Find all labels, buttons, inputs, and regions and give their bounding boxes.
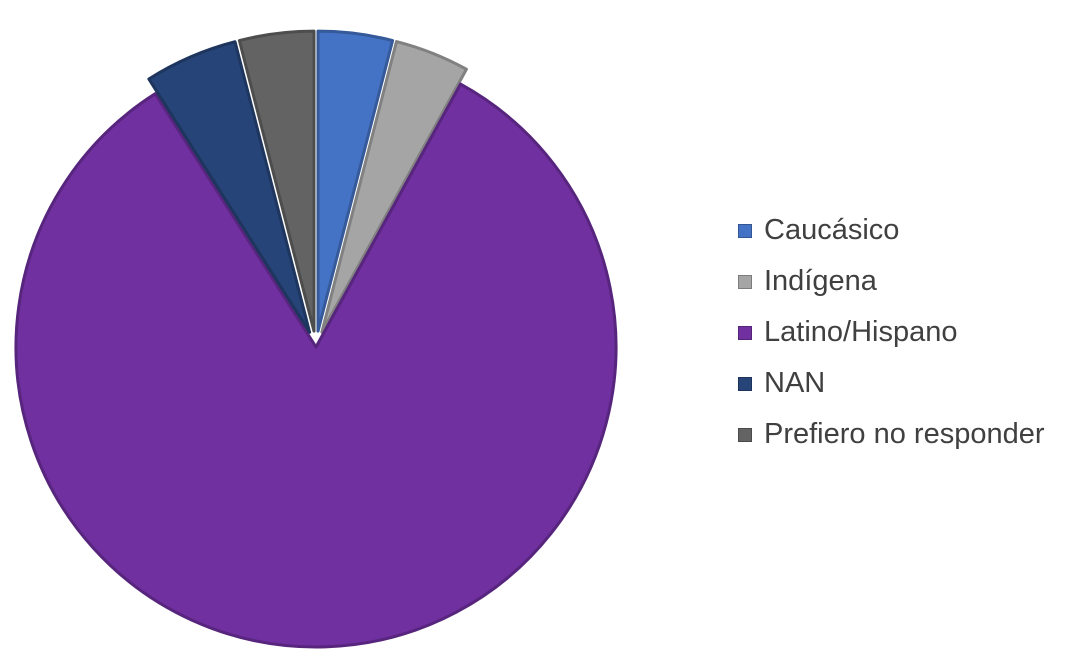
pie-slice-indigena xyxy=(320,40,468,334)
legend-swatch xyxy=(738,427,752,442)
pie-slice-nan xyxy=(147,40,312,334)
pie-slice-prefiero-no-responder xyxy=(237,29,316,333)
pie-chart xyxy=(14,29,618,649)
pie-slice-latino-hispano xyxy=(14,82,618,649)
legend-label: Prefiero no responder xyxy=(764,418,1045,450)
legend-swatch xyxy=(738,376,752,391)
legend-label: Latino/Hispano xyxy=(764,316,958,348)
legend-label: Caucásico xyxy=(764,214,900,246)
legend-item-nan: NAN xyxy=(738,358,1045,409)
legend-label: NAN xyxy=(764,367,826,399)
legend-swatch xyxy=(738,325,752,340)
legend: Caucásico Indígena Latino/Hispano NAN Pr… xyxy=(738,205,1045,460)
legend-swatch xyxy=(738,274,752,289)
legend-label: Indígena xyxy=(764,265,877,297)
legend-swatch xyxy=(738,223,752,238)
legend-item-caucasico: Caucásico xyxy=(738,205,1045,256)
legend-item-indigena: Indígena xyxy=(738,256,1045,307)
legend-item-latino-hispano: Latino/Hispano xyxy=(738,307,1045,358)
legend-item-prefiero-no-responder: Prefiero no responder xyxy=(738,409,1045,460)
pie-slice-caucasico xyxy=(316,29,395,333)
